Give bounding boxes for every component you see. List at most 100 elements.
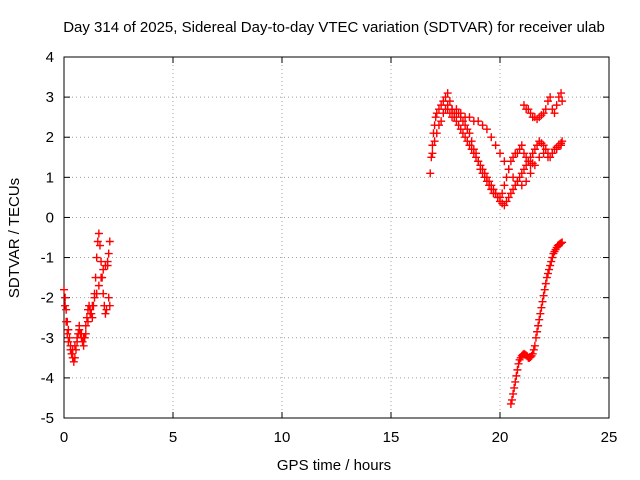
y-axis-label: SDTVAR / TECUs	[6, 178, 23, 298]
data-point	[105, 237, 114, 246]
data-point	[539, 291, 548, 300]
data-point	[69, 357, 78, 366]
data-point	[452, 117, 461, 126]
data-point	[512, 371, 521, 380]
data-point	[456, 125, 465, 134]
data-point	[522, 153, 531, 162]
data-point	[485, 181, 494, 190]
data-point	[509, 185, 518, 194]
data-point	[514, 359, 523, 368]
data-point	[445, 97, 454, 106]
data-point	[496, 149, 504, 158]
data-point	[62, 317, 71, 326]
data-point	[541, 279, 550, 288]
data-point	[535, 315, 544, 324]
y-tick-label: -4	[41, 370, 54, 387]
data-point	[64, 325, 73, 334]
series-group	[443, 101, 566, 190]
data-point	[427, 153, 436, 162]
data-point	[519, 165, 528, 174]
data-point	[536, 309, 545, 318]
plot-frame	[63, 56, 610, 419]
data-point	[526, 169, 535, 178]
data-point	[461, 133, 470, 142]
data-point	[538, 297, 547, 306]
data-point	[472, 153, 481, 162]
data-point	[506, 189, 515, 198]
data-point	[487, 133, 496, 142]
data-point	[546, 261, 555, 270]
data-point	[482, 125, 491, 134]
data-point	[502, 197, 511, 206]
data-point	[94, 229, 103, 238]
data-point	[105, 301, 114, 310]
data-point	[97, 273, 106, 282]
data-point	[432, 129, 441, 138]
data-point	[426, 169, 435, 178]
data-point	[522, 177, 531, 186]
data-point	[531, 333, 540, 342]
data-point	[500, 201, 509, 210]
data-point	[529, 345, 538, 354]
data-point	[95, 241, 104, 250]
data-point	[548, 105, 557, 114]
data-point	[515, 145, 524, 154]
data-point	[528, 349, 537, 358]
data-point	[92, 289, 101, 298]
data-point	[92, 253, 101, 262]
data-point	[474, 157, 483, 166]
y-tick-label: -5	[41, 410, 54, 427]
data-point	[465, 141, 474, 150]
data-point	[93, 237, 102, 246]
data-point	[548, 149, 557, 158]
data-point	[543, 153, 552, 162]
data-point	[539, 141, 548, 150]
data-point	[504, 193, 513, 202]
data-point	[68, 345, 77, 354]
data-point	[463, 137, 472, 146]
data-point	[99, 265, 108, 274]
data-point	[474, 117, 483, 126]
data-point	[78, 337, 87, 346]
data-point	[86, 309, 95, 318]
data-point	[530, 145, 539, 154]
data-point	[530, 341, 539, 350]
data-point	[428, 149, 437, 158]
y-tick-label: 1	[46, 169, 54, 186]
series-group	[60, 229, 114, 366]
data-point	[491, 141, 500, 150]
data-point	[534, 321, 543, 330]
grid-lines	[64, 57, 609, 418]
data-point	[550, 109, 559, 118]
data-point	[428, 141, 437, 150]
data-point	[496, 193, 504, 202]
data-point	[510, 383, 519, 392]
data-point	[88, 313, 97, 322]
data-point	[558, 97, 567, 106]
series-group	[428, 105, 537, 202]
data-point	[61, 301, 70, 310]
data-point	[101, 309, 110, 318]
x-tick-label: 10	[274, 429, 291, 446]
data-point	[104, 249, 113, 258]
data-point	[480, 173, 489, 182]
data-point	[101, 261, 110, 270]
data-point	[65, 333, 74, 342]
data-point	[517, 141, 526, 150]
data-point	[509, 389, 518, 398]
data-point	[513, 177, 522, 186]
data-point	[537, 303, 546, 312]
y-tick-label: 2	[46, 129, 54, 146]
x-tick-label: 5	[169, 429, 177, 446]
data-point	[104, 293, 113, 302]
x-axis-label: GPS time / hours	[277, 457, 391, 474]
data-point	[557, 89, 566, 98]
data-point	[540, 285, 549, 294]
data-point	[487, 185, 496, 194]
data-point	[506, 399, 515, 408]
data-point	[507, 395, 516, 404]
data-point	[79, 341, 88, 350]
data-point	[70, 341, 79, 350]
data-point	[437, 117, 446, 126]
